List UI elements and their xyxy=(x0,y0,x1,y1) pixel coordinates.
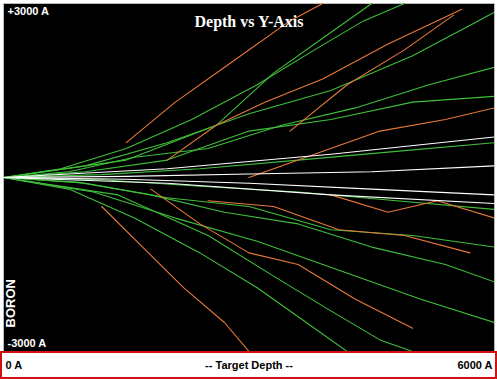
svg-text:6000 A: 6000 A xyxy=(457,359,492,371)
svg-text:-3000 A: -3000 A xyxy=(8,337,47,349)
svg-text:+3000 A: +3000 A xyxy=(8,5,50,17)
svg-text:Depth vs Y-Axis: Depth vs Y-Axis xyxy=(194,13,303,31)
svg-text:BORON: BORON xyxy=(3,279,18,327)
svg-text:0 A: 0 A xyxy=(6,359,23,371)
svg-text:-- Target Depth --: -- Target Depth -- xyxy=(205,359,293,371)
